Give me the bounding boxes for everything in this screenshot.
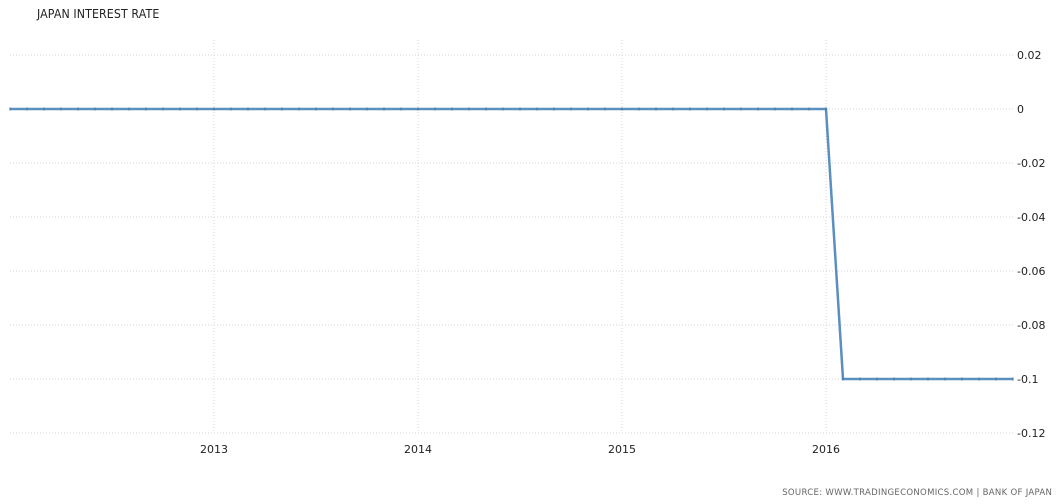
x-tick-label: 2014	[404, 443, 432, 456]
y-tick-label: -0.1	[1017, 373, 1038, 386]
x-tick-label: 2016	[812, 443, 840, 456]
series-line	[10, 107, 1013, 381]
y-tick-label: 0.02	[1017, 49, 1042, 62]
x-tick-label: 2013	[200, 443, 228, 456]
y-tick-label: -0.02	[1017, 157, 1045, 170]
y-axis-tick-labels: 0.02 0 -0.02 -0.04 -0.06 -0.08 -0.1 -0.12	[1017, 49, 1045, 440]
y-tick-label: 0	[1017, 103, 1024, 116]
series-group	[9, 107, 1014, 381]
y-gridlines	[10, 54, 1013, 434]
x-axis-tick-labels: 2013 2014 2015 2016	[200, 443, 840, 456]
x-tick-label: 2015	[608, 443, 636, 456]
y-tick-label: -0.08	[1017, 319, 1045, 332]
chart-source: SOURCE: WWW.TRADINGECONOMICS.COM | BANK …	[782, 488, 1052, 498]
chart-title: JAPAN INTEREST RATE	[37, 7, 160, 21]
y-tick-label: -0.06	[1017, 265, 1045, 278]
x-gridlines	[213, 40, 827, 433]
y-tick-label: -0.12	[1017, 427, 1045, 440]
y-tick-label: -0.04	[1017, 211, 1045, 224]
